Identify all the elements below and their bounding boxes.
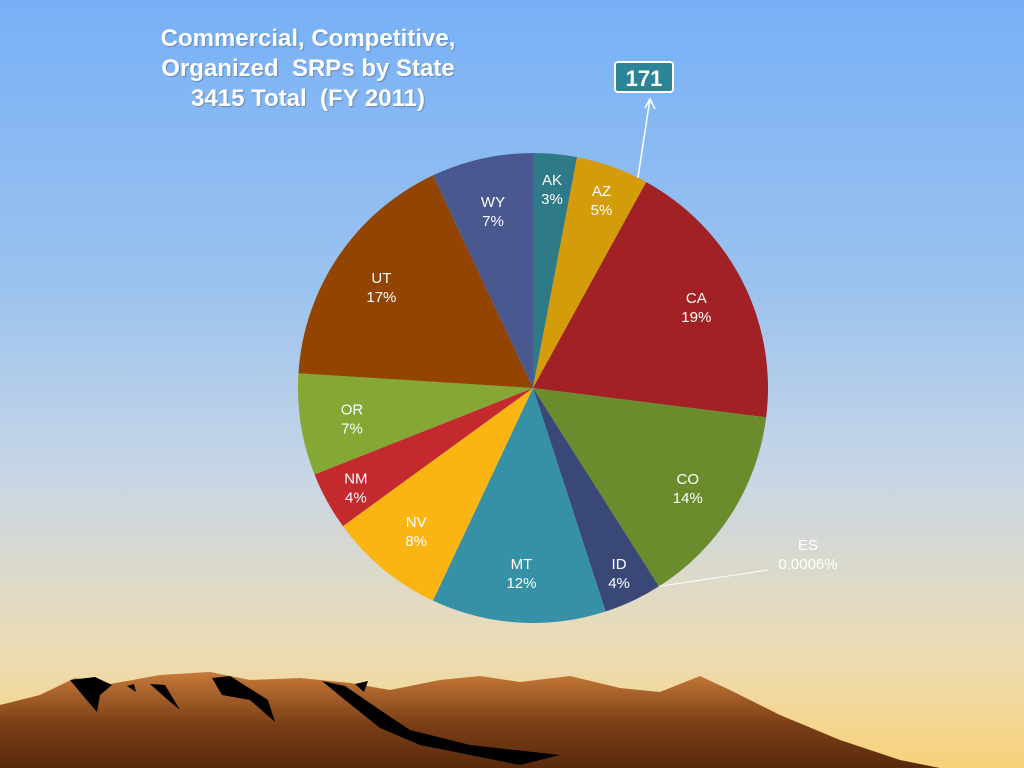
pie-slice-co xyxy=(533,388,767,587)
slice-label-or: OR xyxy=(341,402,364,419)
pie-slice-mt xyxy=(432,388,606,623)
slice-value-ut: 17% xyxy=(366,289,396,306)
slice-value-nm: 4% xyxy=(345,489,367,506)
chart-title: Commercial, Competitive, Organized SRPs … xyxy=(118,24,498,114)
slice-value-es: 0.0006% xyxy=(778,556,837,573)
pie-slice-nm xyxy=(314,388,533,527)
slice-label-az: AZ xyxy=(592,183,611,200)
slice-label-nv: NV xyxy=(406,514,427,531)
slice-value-co: 14% xyxy=(673,490,703,507)
slice-value-or: 7% xyxy=(341,421,363,438)
title-line-2: Organized SRPs by State xyxy=(161,55,455,82)
pie-slice-es xyxy=(533,388,659,587)
slice-label-ut: UT xyxy=(371,270,391,287)
pie-slice-ca xyxy=(533,182,769,418)
mountain-silhouette xyxy=(0,672,940,768)
callout-arrow xyxy=(637,97,656,178)
pie-slice-ak xyxy=(533,153,578,388)
slice-labels: AK 3% AZ 5% CA 19% CO 14% ES 0.0006% ID 4% MT 12% NV 8%… xyxy=(341,172,838,592)
slice-value-ca: 19% xyxy=(681,309,711,326)
slice-value-ak: 3% xyxy=(541,191,563,208)
slice-value-wy: 7% xyxy=(482,213,504,230)
slice-label-mt: MT xyxy=(511,556,533,573)
pie-slice-or xyxy=(298,373,533,475)
slice-label-nm: NM xyxy=(344,470,367,487)
pie-slices xyxy=(298,153,769,623)
leader-line-es xyxy=(658,569,769,587)
slice-label-ak: AK xyxy=(542,172,562,189)
leader-lines xyxy=(637,97,769,587)
callout-box: 171 xyxy=(614,61,674,93)
slice-label-id: ID xyxy=(612,556,627,573)
pie-slice-ut xyxy=(298,175,533,388)
slice-label-wy: WY xyxy=(481,194,505,211)
slice-label-ca: CA xyxy=(686,290,707,307)
pie-slice-nv xyxy=(342,388,533,601)
pie-slice-wy xyxy=(432,153,533,388)
slice-value-az: 5% xyxy=(591,202,613,219)
slice-label-es: ES xyxy=(798,537,818,554)
slice-value-mt: 12% xyxy=(506,575,536,592)
pie-slice-az xyxy=(533,157,647,388)
slice-label-co: CO xyxy=(677,471,700,488)
slice-value-nv: 8% xyxy=(405,533,427,550)
title-line-3: 3415 Total (FY 2011) xyxy=(191,85,425,112)
pie-slice-id xyxy=(533,388,659,612)
slice-value-id: 4% xyxy=(608,575,630,592)
title-line-1: Commercial, Competitive, xyxy=(160,25,456,52)
